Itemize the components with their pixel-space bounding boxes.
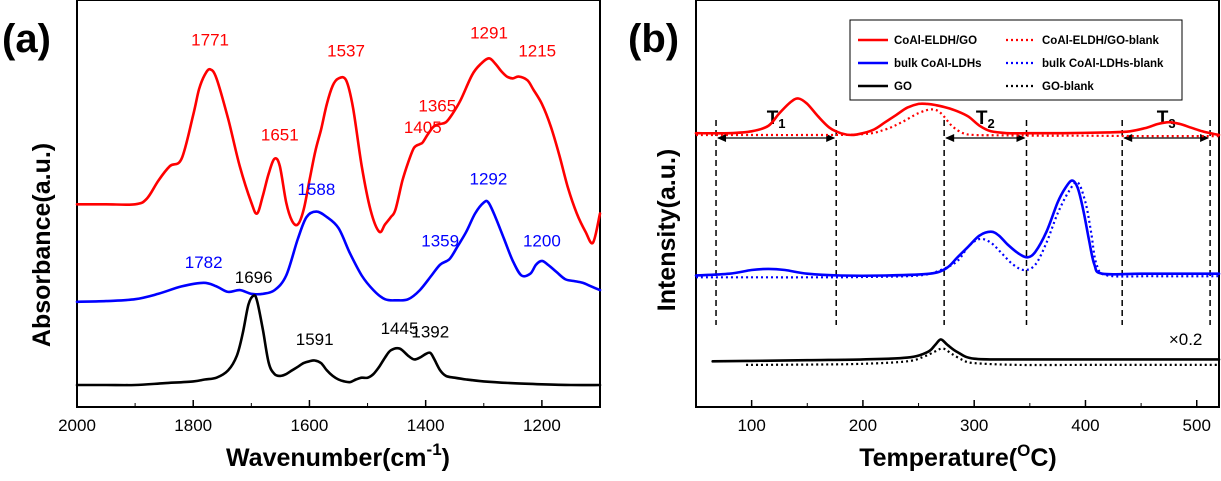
region-arrowhead-left xyxy=(945,134,955,142)
peak-label-1588: 1588 xyxy=(298,180,336,199)
x-tick-label-1600: 1600 xyxy=(291,416,329,435)
panel-a-xlabel-close: ) xyxy=(442,444,450,472)
legend-label-1: CoAl-ELDH/GO-blank xyxy=(1042,35,1160,47)
legend-label-0: CoAl-ELDH/GO xyxy=(894,35,977,47)
legend-label-3: bulk CoAl-LDHs-blank xyxy=(1042,58,1164,70)
region-label-main: T xyxy=(1157,108,1169,129)
panel-a-label: (a) xyxy=(2,17,51,61)
series-go xyxy=(75,294,602,387)
panel-b-ticks: 100 200 300 400 500 xyxy=(737,400,1211,435)
peak-label-1771: 1771 xyxy=(191,31,229,50)
x-tick-label-200: 200 xyxy=(849,416,877,435)
peak-label-1200: 1200 xyxy=(523,231,561,250)
panel-a-series xyxy=(75,57,602,387)
region-label-T3: T3 xyxy=(1157,108,1176,131)
region-arrowhead-left xyxy=(717,134,727,142)
legend-label-5: GO-blank xyxy=(1042,81,1094,93)
panel-b-xlabel-sup: O xyxy=(1017,441,1030,460)
panel-b-xlabel: Temperature(OC) xyxy=(859,441,1057,472)
peak-label-1445: 1445 xyxy=(381,319,419,338)
peak-label-1537: 1537 xyxy=(327,42,365,61)
panel-a-ticks: 2000 1800 1600 1400 1200 xyxy=(58,400,561,435)
x-tick-label-500: 500 xyxy=(1183,416,1211,435)
region-label-sub: 2 xyxy=(988,116,995,131)
legend-label-2: bulk CoAl-LDHs xyxy=(894,58,982,70)
peak-label-1291: 1291 xyxy=(470,23,508,42)
peak-label-1392: 1392 xyxy=(411,323,449,342)
panel-a-xlabel-sup: -1 xyxy=(427,440,442,459)
x-tick-label-1800: 1800 xyxy=(174,416,212,435)
x-tick-label-300: 300 xyxy=(960,416,988,435)
legend: CoAl-ELDH/GO CoAl-ELDH/GO-blank bulk CoAl-… xyxy=(849,19,1183,101)
peak-label-1696: 1696 xyxy=(235,268,273,287)
peak-label-1365: 1365 xyxy=(418,96,456,115)
peak-label-1782: 1782 xyxy=(185,253,223,272)
series-coal-eldh-go xyxy=(75,57,602,245)
panel-b-ylabel: Intensity(a.u.) xyxy=(653,149,681,312)
panel-b-regions: T 1 T2 T3 xyxy=(715,108,1211,325)
series-bulk-coal-ldhs-blank xyxy=(696,181,1220,279)
series-go xyxy=(711,338,1221,363)
panel-a-annotations: 1771 1651 1537 1405 1365 1291 1215 1782 1588 1359… xyxy=(185,23,561,349)
region-arrowhead-left xyxy=(1123,134,1133,142)
panel-b-annotations: ×0.2 xyxy=(1169,330,1203,349)
panel-b-frame xyxy=(695,0,1220,408)
x-tick-label-1400: 1400 xyxy=(407,416,445,435)
legend-label-4: GO xyxy=(894,81,912,93)
x-tick-label-1200: 1200 xyxy=(523,416,561,435)
peak-label-1591: 1591 xyxy=(296,330,334,349)
peak-label-1405: 1405 xyxy=(404,118,442,137)
region-arrowhead-right xyxy=(826,134,836,142)
panel-a-ylabel: Absorbance(a.u.) xyxy=(28,143,56,347)
x-tick-label-100: 100 xyxy=(737,416,765,435)
panel-b-series xyxy=(694,97,1221,367)
panel-a-xlabel: Wavenumber(cm-1) xyxy=(226,440,450,472)
region-label-T2: T2 xyxy=(976,108,995,131)
series-bulk-coal-ldhs xyxy=(75,199,602,304)
region-label-sub: 1 xyxy=(778,116,785,131)
x-tick-label-2000: 2000 xyxy=(58,416,96,435)
panel-a-frame xyxy=(76,0,601,408)
panel-b-xlabel-main: Temperature( xyxy=(859,444,1018,472)
peak-label-1651: 1651 xyxy=(261,125,299,144)
peak-label-1359: 1359 xyxy=(421,231,459,250)
panel-a-xlabel-main: Wavenumber(cm xyxy=(226,444,427,472)
peak-label-1215: 1215 xyxy=(518,42,556,61)
peak-label-×0.2: ×0.2 xyxy=(1169,330,1203,349)
series-bulk-coal-ldhs xyxy=(694,179,1221,278)
series-go-blank xyxy=(746,347,1219,367)
peak-label-1292: 1292 xyxy=(470,169,508,188)
panel-b-xlabel-close: C) xyxy=(1030,444,1056,472)
series-coal-eldh-go xyxy=(694,97,1221,137)
x-tick-label-400: 400 xyxy=(1071,416,1099,435)
panel-b-label: (b) xyxy=(628,17,679,61)
